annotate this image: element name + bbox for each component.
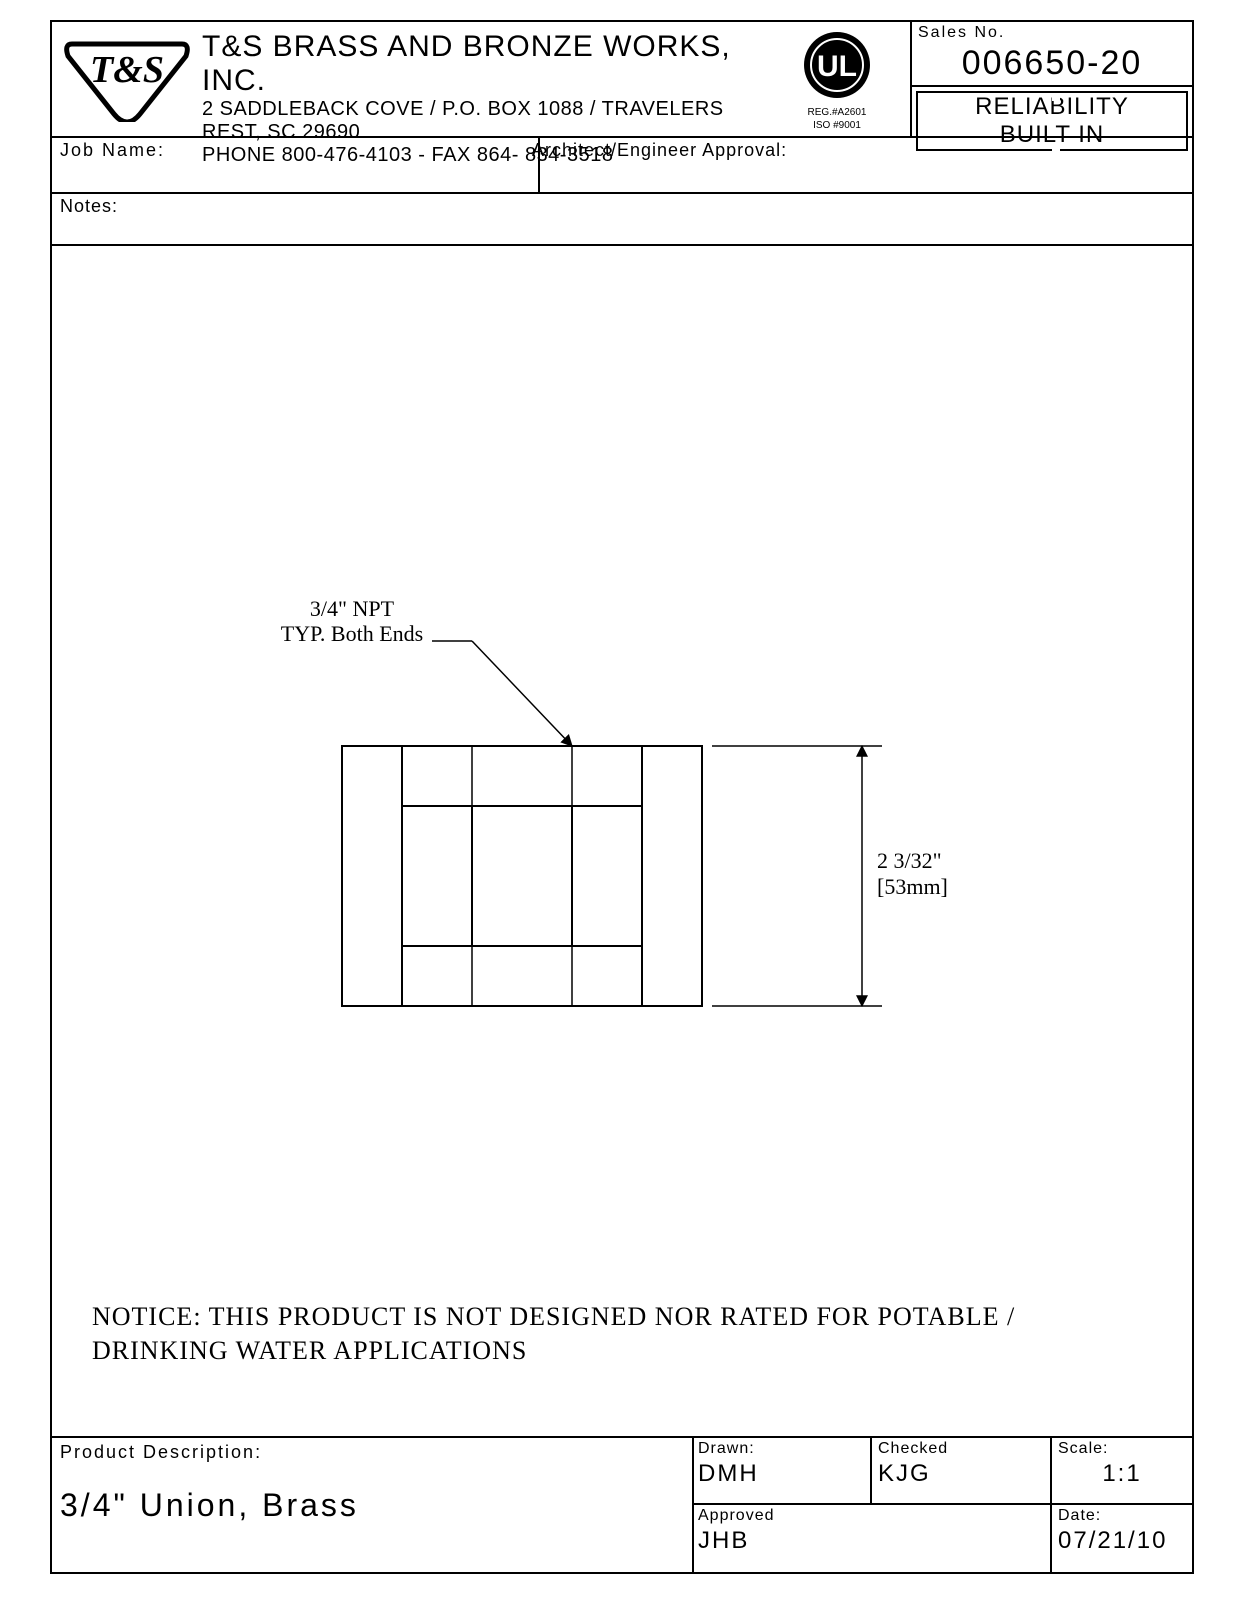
outer-border: T&S T&S BRASS AND BRONZE WORKS, INC. 2 S…: [50, 20, 1194, 1574]
checked-cell: Checked KJG: [872, 1438, 1052, 1505]
checked-value: KJG: [872, 1460, 1050, 1492]
sales-box: Sales No. 006650-20 RELIABILITY BUILT IN: [910, 22, 1192, 136]
ul-mark: UL REG.#A2601 ISO #9001: [792, 30, 882, 131]
ul-reg-1: REG.#A2601: [792, 107, 882, 118]
ts-logo: T&S: [62, 32, 192, 122]
approved-value: JHB: [692, 1527, 1050, 1559]
job-name-label: Job Name:: [60, 140, 165, 160]
approved-label: Approved: [692, 1505, 1050, 1527]
company-name: T&S BRASS AND BRONZE WORKS, INC.: [202, 30, 762, 98]
drawing-svg: 3/4" NPTTYP. Both Ends 2 3/32"[53mm]: [52, 236, 1192, 1436]
approved-cell: Approved JHB: [692, 1505, 1052, 1572]
sales-no-value: 006650-20: [912, 44, 1192, 87]
notes-label: Notes:: [60, 196, 118, 216]
svg-text:[53mm]: [53mm]: [877, 874, 948, 899]
scale-cell: Scale: 1:1: [1052, 1438, 1192, 1505]
svg-text:3/4" NPT: 3/4" NPT: [310, 596, 395, 621]
ul-reg-2: ISO #9001: [792, 120, 882, 131]
checked-label: Checked: [872, 1438, 1050, 1460]
sales-no-label: Sales No.: [912, 22, 1192, 44]
product-description-value: 3/4" Union, Brass: [52, 1467, 692, 1524]
job-arch-row: Job Name: Architect/Engineer Approval:: [52, 136, 1192, 194]
drawing-area: 3/4" NPTTYP. Both Ends 2 3/32"[53mm] NOTI…: [52, 236, 1192, 1438]
svg-text:TYP. Both Ends: TYP. Both Ends: [281, 621, 423, 646]
svg-text:T&S: T&S: [90, 49, 164, 91]
product-description-cell: Product Description: 3/4" Union, Brass: [52, 1438, 694, 1572]
svg-text:UL: UL: [817, 50, 857, 83]
header: T&S T&S BRASS AND BRONZE WORKS, INC. 2 S…: [52, 22, 1192, 138]
scale-label: Scale:: [1052, 1438, 1192, 1460]
date-value: 07/21/10: [1052, 1527, 1192, 1559]
job-name-cell: Job Name:: [52, 136, 540, 192]
svg-text:2 3/32": 2 3/32": [877, 848, 942, 873]
product-description-label: Product Description:: [52, 1438, 692, 1467]
notice-text: NOTICE: THIS PRODUCT IS NOT DESIGNED NOR…: [92, 1300, 1152, 1368]
scale-value: 1:1: [1052, 1460, 1192, 1492]
reliability-line1: RELIABILITY: [922, 93, 1182, 121]
drawn-label: Drawn:: [692, 1438, 870, 1460]
date-cell: Date: 07/21/10: [1052, 1505, 1192, 1572]
drawn-value: DMH: [692, 1460, 870, 1492]
titleblock-grid: Drawn: DMH Checked KJG Scale: 1:1 Approv…: [692, 1438, 1192, 1572]
drawn-cell: Drawn: DMH: [692, 1438, 872, 1505]
arch-approval-cell: Architect/Engineer Approval:: [524, 136, 1192, 192]
spec-sheet: T&S T&S BRASS AND BRONZE WORKS, INC. 2 S…: [0, 0, 1237, 1600]
date-label: Date:: [1052, 1505, 1192, 1527]
arch-approval-label: Architect/Engineer Approval:: [532, 140, 787, 160]
title-block: Product Description: 3/4" Union, Brass D…: [52, 1436, 1192, 1572]
